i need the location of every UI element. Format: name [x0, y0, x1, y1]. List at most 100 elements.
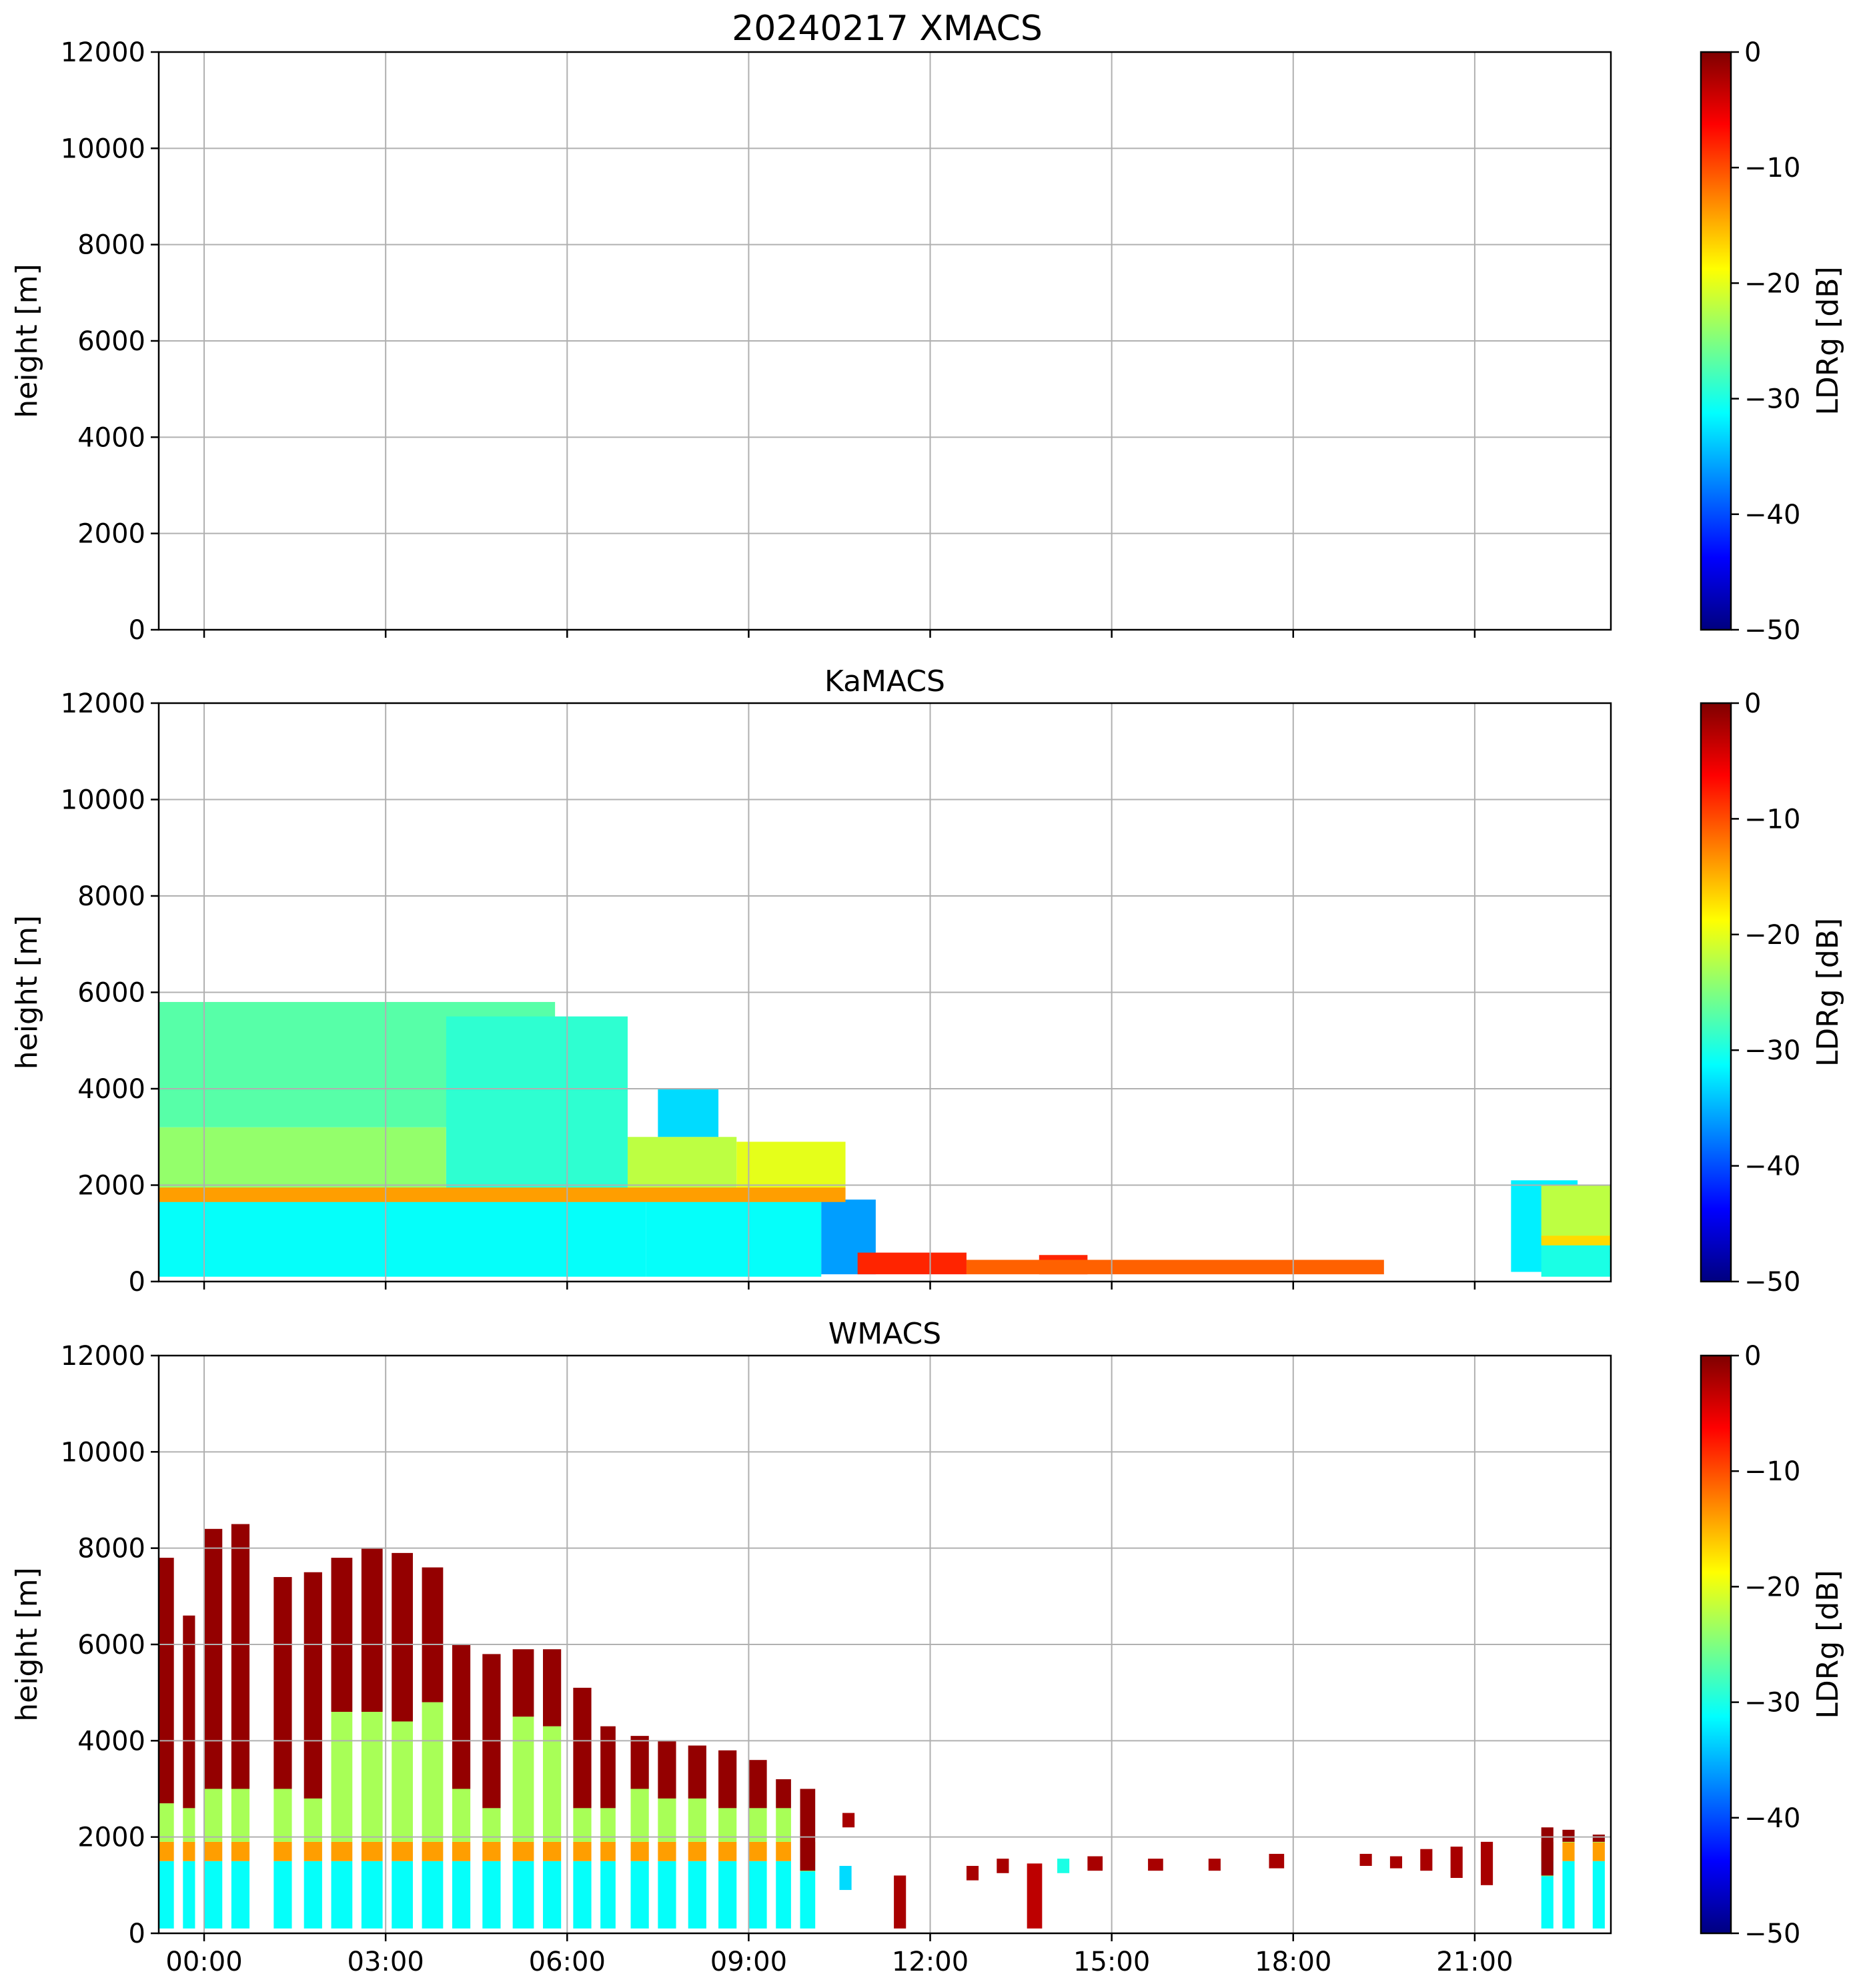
echo-region — [1541, 1235, 1611, 1246]
colorbar-tick-label: −40 — [1744, 500, 1800, 530]
echo-column — [542, 1861, 562, 1929]
y-tick-label: 8000 — [77, 230, 145, 261]
colorbar-tick-label: −20 — [1744, 268, 1800, 299]
echo-column — [542, 1841, 562, 1861]
colorbar — [1701, 1356, 1731, 1933]
echo-column — [776, 1808, 791, 1842]
data-layer — [159, 1001, 1611, 1277]
echo-column — [776, 1779, 791, 1809]
echo-column — [573, 1861, 592, 1929]
echo-column — [422, 1861, 444, 1929]
echo-blob — [1027, 1863, 1043, 1929]
y-tick-label: 2000 — [77, 1823, 145, 1853]
colorbar-tick-label: −50 — [1744, 1919, 1800, 1949]
echo-column — [718, 1750, 737, 1809]
echo-column — [748, 1808, 767, 1842]
echo-column — [392, 1721, 413, 1842]
echo-column — [392, 1861, 413, 1929]
colorbar-label: LDRg [dB] — [1811, 266, 1845, 415]
echo-column — [630, 1841, 649, 1861]
echo-column — [600, 1861, 616, 1929]
data-layer — [159, 1524, 1605, 1929]
echo-column — [331, 1841, 353, 1861]
echo-column — [273, 1576, 292, 1789]
echo-column — [204, 1528, 223, 1789]
echo-column — [748, 1760, 767, 1809]
echo-column — [273, 1841, 292, 1861]
echo-blob — [1450, 1847, 1463, 1879]
echo-column — [231, 1524, 250, 1789]
echo-region — [159, 1189, 646, 1277]
echo-column — [159, 1803, 174, 1842]
y-tick-label: 0 — [129, 615, 145, 646]
echo-column — [1541, 1875, 1554, 1877]
echo-region — [446, 1016, 628, 1190]
echo-column — [658, 1841, 676, 1861]
echo-column — [159, 1861, 174, 1929]
x-tick-label: 06:00 — [529, 1947, 606, 1977]
echo-column — [482, 1841, 501, 1861]
echo-column — [361, 1548, 383, 1712]
x-tick-label: 12:00 — [892, 1947, 969, 1977]
y-tick-label: 12000 — [61, 688, 145, 719]
echo-column — [688, 1861, 706, 1929]
y-tick-label: 10000 — [61, 785, 145, 816]
echo-column — [658, 1798, 676, 1842]
panel-title: KaMACS — [824, 664, 945, 698]
echo-region — [646, 1197, 822, 1277]
echo-region — [857, 1252, 967, 1275]
echo-column — [1562, 1861, 1575, 1929]
colorbar-frame — [1700, 51, 1732, 631]
echo-column — [183, 1861, 195, 1929]
echo-column — [482, 1808, 501, 1842]
y-axis-label: height [m] — [10, 915, 44, 1069]
colorbar-label: LDRg [dB] — [1811, 918, 1845, 1067]
echo-column — [1592, 1835, 1605, 1842]
echo-region — [1541, 1185, 1611, 1238]
y-tick-label: 8000 — [77, 1534, 145, 1564]
x-tick-label: 18:00 — [1255, 1947, 1331, 1977]
echo-column — [573, 1841, 592, 1861]
colorbar-tick-label: −20 — [1744, 920, 1800, 951]
echo-column — [392, 1552, 413, 1722]
echo-column — [688, 1798, 706, 1842]
y-tick-label: 4000 — [77, 1726, 145, 1757]
echo-column — [542, 1726, 562, 1842]
echo-column — [800, 1789, 816, 1871]
echo-region — [658, 1089, 719, 1137]
echo-column — [748, 1841, 767, 1861]
echo-column — [231, 1789, 250, 1842]
panels: 0 2000 4000 6000 8000 10000 12000 height [m] 0 −1… — [10, 37, 1845, 1977]
echo-region — [966, 1260, 1384, 1275]
colorbar — [1701, 703, 1731, 1282]
echo-blob — [1480, 1841, 1493, 1885]
panel-3: WMACS 0 2000 4000 6000 8000 10000 12000 00:00 03:… — [10, 1317, 1845, 1977]
colorbar-tick-label: −50 — [1744, 615, 1800, 646]
colorbar-tick-label: −40 — [1744, 1151, 1800, 1182]
echo-blob — [842, 1813, 855, 1828]
echo-column — [776, 1841, 791, 1861]
echo-column — [303, 1841, 322, 1861]
y-tick-label: 12000 — [61, 1341, 145, 1372]
echo-column — [718, 1808, 737, 1842]
echo-column — [303, 1572, 322, 1799]
echo-column — [1592, 1861, 1605, 1929]
colorbar-frame — [1700, 702, 1732, 1283]
echo-blob — [1208, 1859, 1221, 1871]
echo-column — [688, 1841, 706, 1861]
echo-column — [204, 1841, 223, 1861]
colorbar-frame — [1700, 1354, 1732, 1935]
echo-blob — [1420, 1849, 1433, 1871]
echo-column — [452, 1861, 471, 1929]
echo-blob — [894, 1875, 906, 1929]
echo-blob — [839, 1865, 852, 1891]
echo-column — [1541, 1861, 1554, 1929]
y-tick-label: 6000 — [77, 326, 145, 357]
echo-column — [1541, 1827, 1554, 1876]
echo-column — [204, 1861, 223, 1929]
echo-column — [630, 1789, 649, 1842]
colorbar-tick-label: 0 — [1744, 688, 1761, 719]
panel-title: WMACS — [828, 1317, 941, 1351]
echo-column — [452, 1841, 471, 1861]
